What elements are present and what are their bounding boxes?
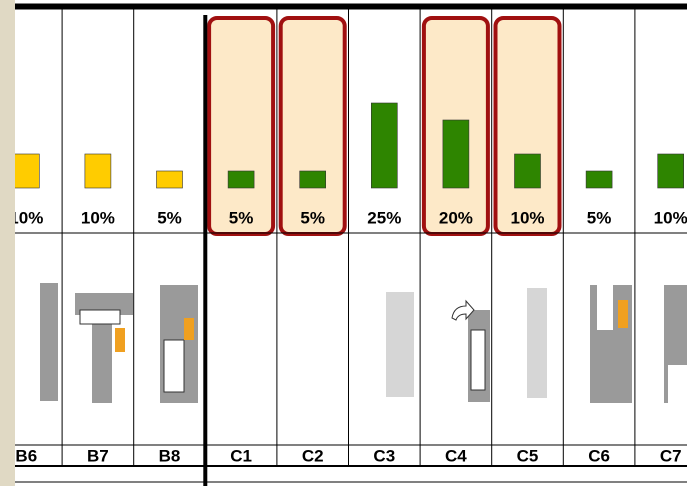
vehicle	[184, 318, 194, 340]
bar	[657, 153, 685, 189]
highlight-box	[493, 16, 562, 236]
category-label: C7	[660, 446, 682, 465]
category-label: B6	[15, 446, 37, 465]
table-lines	[0, 3, 687, 483]
column-lines	[61, 9, 636, 486]
highlight-box	[207, 16, 276, 236]
vehicle	[470, 329, 486, 391]
category-label: C3	[373, 446, 395, 465]
value-label: 5%	[157, 208, 182, 227]
value-label: 10%	[81, 208, 115, 227]
bar	[442, 119, 470, 189]
building	[597, 285, 613, 330]
bar	[227, 170, 255, 189]
road	[386, 292, 414, 397]
bar	[156, 170, 183, 189]
vehicle	[618, 300, 628, 328]
value-label: 5%	[229, 208, 254, 227]
category-label: C2	[302, 446, 324, 465]
category-label: B7	[87, 446, 109, 465]
value-label: 5%	[300, 208, 325, 227]
road	[40, 283, 58, 401]
top-border	[0, 3, 687, 10]
category-label: C4	[445, 446, 467, 465]
scenario-images	[40, 283, 687, 403]
road	[527, 288, 547, 398]
marks: 10% B6 10% B7 5% B8 5% C1 5% C2 25% C3 20% C4 10% C5 5% C…	[9, 16, 687, 465]
category-label: B8	[159, 446, 181, 465]
value-label: 25%	[367, 208, 401, 227]
building	[668, 365, 687, 403]
turn-arrow	[451, 299, 475, 321]
value-label: 20%	[439, 208, 473, 227]
value-label: 10%	[654, 208, 687, 227]
bar	[370, 102, 398, 189]
road	[92, 315, 112, 403]
side-strip	[0, 0, 15, 486]
vehicle	[115, 328, 125, 352]
value-label: 10%	[510, 208, 544, 227]
bar	[299, 170, 327, 189]
bar	[13, 153, 40, 189]
value-label: 5%	[587, 208, 612, 227]
vehicle	[163, 339, 185, 393]
category-label: C6	[588, 446, 610, 465]
bar	[585, 170, 613, 189]
vehicle	[79, 309, 121, 325]
category-label: C5	[517, 446, 539, 465]
highlight-box	[278, 16, 347, 236]
category-label: C1	[230, 446, 252, 465]
bar	[84, 153, 112, 189]
value-label: 10%	[9, 208, 43, 227]
bar	[514, 153, 541, 189]
